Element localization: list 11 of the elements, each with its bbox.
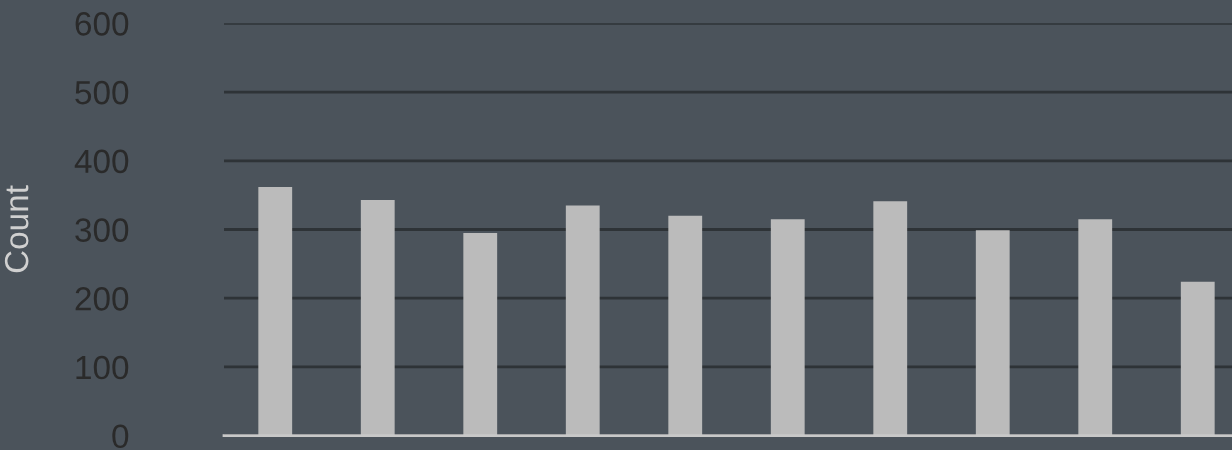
bar	[873, 201, 908, 436]
bar	[258, 186, 293, 436]
bar	[1180, 281, 1215, 436]
bar	[360, 199, 395, 436]
bar	[463, 232, 498, 436]
bar	[565, 205, 600, 436]
bar	[668, 215, 703, 436]
bar	[1078, 219, 1113, 436]
y-axis-title: Count	[4, 185, 29, 273]
bar	[975, 230, 1010, 436]
bar	[770, 219, 805, 436]
